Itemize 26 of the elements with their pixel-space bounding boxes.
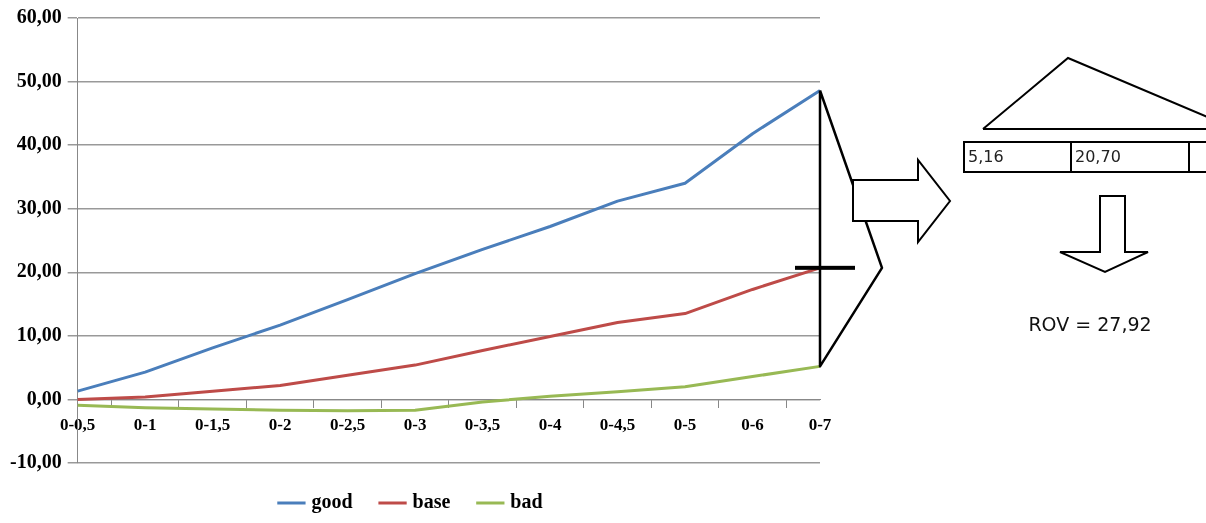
y-tick-label: 40,00: [16, 132, 62, 155]
y-tick-label: 60,00: [16, 5, 62, 28]
x-tick-label: 0-3: [403, 415, 427, 435]
y-tick-label: 30,00: [16, 195, 62, 218]
legend-label: good: [311, 490, 353, 514]
legend-label: base: [412, 490, 451, 513]
y-tick-label: 0,00: [26, 386, 62, 409]
x-tick-label: 0-4,5: [599, 415, 636, 435]
table-cell: 20,70: [1070, 141, 1190, 173]
y-tick-label: 50,00: [16, 68, 62, 91]
y-tick-label: 20,00: [16, 259, 62, 282]
x-tick-label: 0-0,5: [59, 415, 96, 435]
legend-label: bad: [510, 490, 543, 513]
x-tick-label: 0-7: [808, 415, 832, 435]
x-tick-label: 0-3,5: [464, 415, 501, 435]
table-cell: 5,16: [963, 141, 1072, 173]
x-tick-label: 0-1: [133, 415, 157, 435]
y-tick-label: -10,00: [9, 450, 62, 473]
y-tick-label: 10,00: [16, 323, 62, 346]
x-tick-label: 0-1,5: [194, 415, 231, 435]
x-tick-label: 0-5: [673, 415, 697, 435]
text: ROV = 27,92: [1027, 313, 1153, 335]
x-tick-label: 0-6: [741, 415, 764, 435]
x-tick-label: 0-2,5: [329, 415, 366, 435]
x-tick-label: 0-2: [268, 415, 292, 435]
x-tick-label: 0-4: [538, 415, 562, 435]
